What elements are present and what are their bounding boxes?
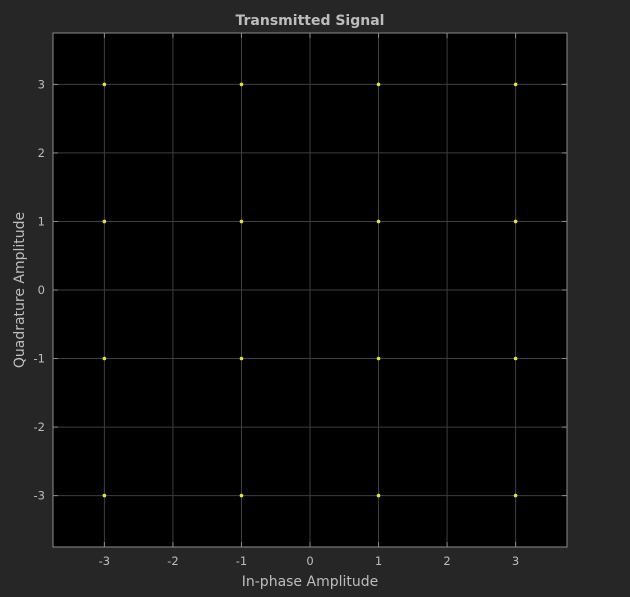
chart-title: Transmitted Signal	[236, 13, 385, 29]
y-tick-labels: -3 -2 -1 0 1 2 3	[34, 77, 45, 502]
constellation-point	[239, 493, 244, 498]
data-points	[102, 82, 518, 498]
x-tick-label: -1	[236, 554, 247, 568]
constellation-point	[239, 219, 244, 224]
y-tick-label: 0	[38, 283, 45, 297]
x-tick-labels: -3 -2 -1 0 1 2 3	[99, 554, 520, 568]
y-tick-label: -2	[34, 420, 45, 434]
constellation-point	[239, 356, 244, 361]
constellation-point	[376, 356, 381, 361]
constellation-point	[376, 82, 381, 87]
axes-frame	[52, 32, 568, 548]
x-tick-label: 0	[306, 554, 313, 568]
constellation-point	[513, 356, 518, 361]
x-tick-label: -3	[99, 554, 110, 568]
constellation-point	[513, 493, 518, 498]
x-tick-label: -2	[167, 554, 178, 568]
y-tick-label: 3	[38, 77, 45, 91]
axis-ticks	[53, 33, 567, 547]
y-tick-label: -3	[34, 489, 45, 503]
constellation-point	[102, 219, 107, 224]
constellation-point	[102, 356, 107, 361]
constellation-point	[513, 219, 518, 224]
constellation-point	[239, 82, 244, 87]
constellation-point	[102, 493, 107, 498]
y-axis-label: Quadrature Amplitude	[12, 212, 28, 368]
constellation-point	[513, 82, 518, 87]
grid-lines	[53, 33, 567, 547]
constellation-point	[376, 219, 381, 224]
x-tick-label: 1	[375, 554, 382, 568]
x-tick-label: 2	[443, 554, 450, 568]
constellation-point	[376, 493, 381, 498]
y-tick-label: -1	[34, 352, 45, 366]
x-tick-label: 3	[512, 554, 519, 568]
y-tick-label: 2	[38, 146, 45, 160]
y-tick-label: 1	[38, 214, 45, 228]
x-axis-label: In-phase Amplitude	[242, 574, 379, 590]
constellation-point	[102, 82, 107, 87]
